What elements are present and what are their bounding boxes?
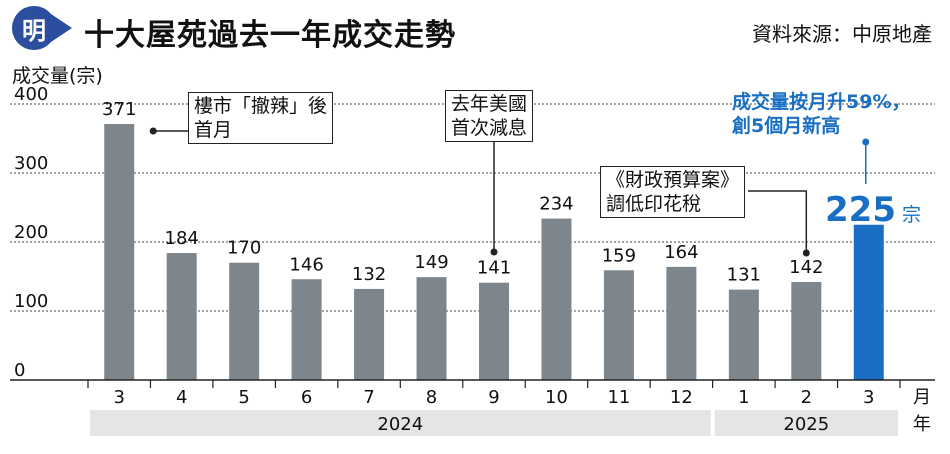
y-tick-label: 0	[14, 360, 25, 381]
year-label: 2024	[377, 414, 423, 435]
bar-value-label: 159	[602, 245, 636, 266]
bar	[603, 270, 634, 380]
bar	[541, 218, 572, 380]
annotation-leader-dot	[802, 249, 810, 257]
bar-value-label: 184	[165, 228, 199, 249]
bar-value-label: 164	[664, 242, 698, 263]
annotation-monthly-rise: 成交量按月升59%， 創5個月新高	[732, 91, 911, 137]
bar	[791, 282, 822, 380]
year-band	[714, 410, 898, 436]
annotation-leader-dot	[490, 248, 498, 256]
logo-tail-shape	[48, 12, 72, 44]
x-tick-label: 5	[238, 387, 249, 408]
x-tick-label: 8	[426, 387, 437, 408]
bar-value-label: 141	[477, 258, 511, 279]
x-tick-label: 2	[801, 387, 812, 408]
y-tick-label: 300	[14, 153, 48, 174]
bar	[666, 266, 697, 380]
year-band	[90, 410, 711, 436]
highlight-value-group: 225 宗	[825, 190, 921, 230]
annotation-budget: 《財政預算案》 調低印花稅	[600, 166, 746, 218]
x-tick-label: 12	[670, 387, 693, 408]
x-unit-month: 月	[913, 387, 931, 408]
bar	[354, 288, 385, 380]
bar-value-label: 371	[102, 99, 136, 120]
bar	[104, 124, 135, 380]
bar-value-label: 234	[539, 194, 573, 215]
highlight-unit: 宗	[901, 204, 921, 226]
x-unit-year: 年	[913, 414, 931, 435]
bar-value-label: 131	[727, 265, 761, 286]
x-tick-label: 7	[363, 387, 374, 408]
y-tick-label: 400	[14, 84, 48, 105]
bar-value-label: 132	[352, 264, 386, 285]
chart-title: 十大屋苑過去一年成交走勢	[84, 18, 456, 53]
y-tick-label: 100	[14, 291, 48, 312]
x-tick-label: 4	[176, 387, 187, 408]
annotation-destimulus: 樓市「撤辣」後 首月	[188, 92, 334, 144]
bar	[166, 253, 197, 380]
y-axis-title: 成交量(宗)	[12, 65, 103, 87]
x-tick-label: 11	[607, 387, 630, 408]
bar	[291, 279, 322, 380]
x-tick-label: 3	[114, 387, 125, 408]
bar-value-label: 146	[289, 254, 323, 275]
x-tick-label: 3	[863, 387, 874, 408]
highlight-value: 225	[825, 190, 896, 230]
bar	[728, 289, 759, 380]
header: 明 十大屋苑過去一年成交走勢 資料來源：中原地產	[0, 0, 950, 60]
annotation-leader-dot	[862, 138, 870, 146]
bar-value-label: 142	[789, 257, 823, 278]
y-tick-label: 200	[14, 222, 48, 243]
bar-value-label: 170	[227, 238, 261, 259]
source-note: 資料來源：中原地產	[752, 22, 932, 46]
x-tick-label: 1	[738, 387, 749, 408]
x-tick-label: 6	[301, 387, 312, 408]
x-tick-label: 9	[488, 387, 499, 408]
annotation-leader-dot	[149, 127, 157, 135]
bar	[479, 282, 509, 380]
bar	[853, 224, 884, 380]
annotation-rate-cut: 去年美國 首次減息	[445, 90, 534, 142]
x-tick-label: 10	[545, 387, 568, 408]
bar-value-label: 149	[414, 252, 448, 273]
annotation-leader	[748, 190, 808, 253]
bar	[416, 277, 447, 380]
bar	[229, 262, 260, 380]
year-label: 2025	[783, 414, 829, 435]
